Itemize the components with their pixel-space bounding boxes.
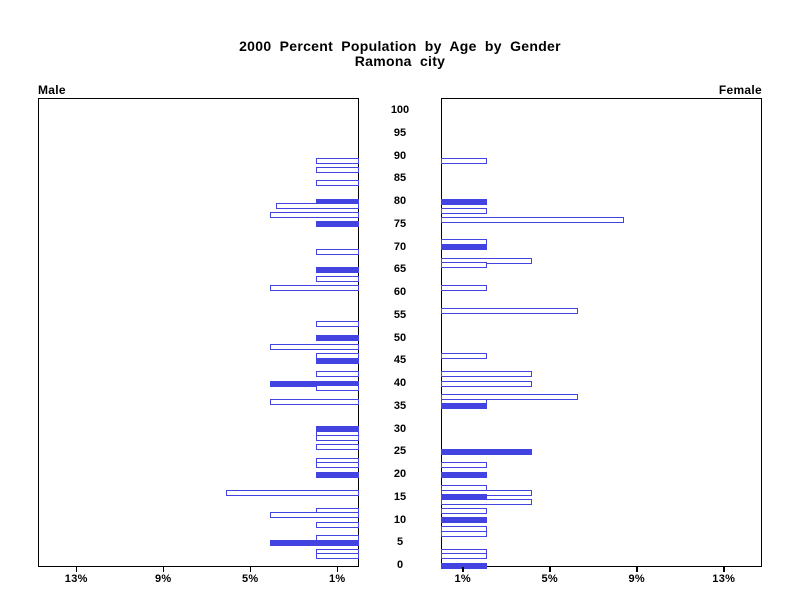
female-bar-age-22: [441, 462, 487, 469]
female-pct-tick-9: [636, 567, 638, 572]
female-bar-age-35: [441, 403, 487, 410]
age-tick-label-85: 85: [393, 172, 407, 185]
male-pct-tick-label-9: 9%: [155, 573, 172, 585]
female-bar-age-56: [441, 307, 579, 314]
age-tick-label-90: 90: [393, 149, 407, 162]
male-bar-age-69: [315, 248, 359, 255]
female-bar-age-42: [441, 371, 533, 378]
male-pct-tick-label-13: 13%: [64, 573, 88, 585]
female-pct-tick-13: [723, 567, 725, 572]
male-bar-age-2: [315, 553, 359, 560]
male-bar-age-16: [226, 489, 359, 496]
age-tick-label-0: 0: [396, 559, 404, 571]
female-bar-age-37: [441, 394, 579, 401]
male-pct-tick-5: [249, 567, 251, 572]
female-bar-age-80: [441, 198, 487, 205]
male-bar-age-53: [315, 321, 359, 328]
male-panel: [38, 98, 359, 567]
age-tick-label-25: 25: [393, 445, 407, 458]
male-bar-age-45: [315, 357, 359, 364]
female-bar-age-2: [441, 553, 487, 560]
male-bar-age-87: [315, 166, 359, 173]
age-tick-label-15: 15: [393, 490, 407, 503]
age-tick-label-35: 35: [393, 399, 407, 412]
male-bar-age-42: [315, 371, 359, 378]
male-pct-tick-label-5: 5%: [242, 573, 259, 585]
female-bar-age-70: [441, 244, 487, 250]
female-bar-age-61: [441, 284, 487, 291]
male-bar-age-79: [276, 203, 359, 210]
male-bar-age-39: [315, 385, 359, 392]
age-tick-label-95: 95: [393, 126, 407, 139]
female-bar-age-89: [441, 157, 487, 164]
female-panel: [441, 98, 762, 569]
age-tick-label-80: 80: [393, 195, 407, 207]
male-bar-age-9: [315, 521, 359, 528]
female-pct-tick-1: [462, 567, 464, 572]
male-bar-age-48: [269, 344, 359, 351]
age-tick-label-45: 45: [393, 354, 407, 367]
age-tick-label-65: 65: [393, 263, 407, 276]
female-bar-age-0: [441, 562, 487, 569]
male-bar-age-65: [315, 266, 359, 273]
male-bar-age-22: [315, 462, 359, 469]
female-bar-age-25: [441, 448, 533, 455]
male-bar-age-84: [315, 180, 359, 187]
female-bar-age-7: [441, 530, 487, 537]
chart-title-line1: 2000 Percent Population by Age by Gender: [239, 38, 561, 54]
female-pct-tick-label-9: 9%: [628, 573, 645, 585]
male-pct-tick-9: [162, 567, 164, 572]
female-bar-age-12: [441, 507, 487, 514]
male-bar-age-20: [315, 471, 359, 478]
chart-title: 2000 Percent Population by Age by Gender…: [0, 39, 800, 69]
chart-title-line2: Ramona city: [354, 53, 446, 69]
age-tick-label-50: 50: [393, 331, 407, 344]
male-bar-age-77: [269, 212, 359, 219]
age-tick-label-100: 100: [390, 104, 410, 116]
male-bar-age-26: [315, 444, 359, 451]
female-pct-tick-label-5: 5%: [541, 573, 558, 585]
age-tick-label-60: 60: [393, 286, 407, 298]
male-bar-age-11: [269, 512, 359, 519]
female-bar-age-76: [441, 216, 624, 223]
age-tick-label-40: 40: [393, 377, 407, 389]
female-pct-tick-5: [549, 567, 551, 572]
age-tick-label-5: 5: [396, 536, 404, 549]
male-pct-tick-1: [336, 567, 338, 572]
male-pct-tick-label-1: 1%: [329, 573, 346, 585]
male-bar-age-28: [315, 435, 359, 442]
male-bar-age-61: [269, 284, 359, 291]
female-bar-age-40: [441, 380, 533, 387]
female-pct-tick-label-13: 13%: [712, 573, 736, 585]
male-bar-age-63: [315, 275, 359, 282]
female-pct-tick-label-1: 1%: [454, 573, 471, 585]
female-bar-age-46: [441, 353, 487, 360]
male-bar-age-89: [315, 157, 359, 164]
male-pct-tick-13: [75, 567, 77, 572]
age-tick-label-20: 20: [393, 468, 407, 480]
age-tick-label-55: 55: [393, 308, 407, 321]
female-bar-age-14: [441, 498, 533, 505]
age-tick-label-10: 10: [393, 513, 407, 526]
female-axis-label: Female: [718, 83, 762, 97]
age-tick-label-70: 70: [393, 240, 407, 253]
male-bar-age-40: [269, 380, 359, 387]
male-bar-age-50: [315, 335, 359, 341]
male-bar-age-36: [269, 398, 359, 405]
age-tick-label-75: 75: [393, 217, 407, 230]
male-axis-label: Male: [38, 83, 66, 97]
female-bar-age-16: [441, 489, 533, 496]
age-tick-label-30: 30: [393, 422, 407, 435]
female-bar-age-67: [441, 257, 533, 264]
male-bar-age-75: [315, 221, 359, 228]
male-bar-age-5: [269, 539, 359, 546]
female-bar-age-20: [441, 471, 487, 478]
female-bar-age-66: [441, 262, 487, 269]
female-bar-age-10: [441, 517, 487, 523]
female-bar-age-78: [441, 207, 487, 214]
